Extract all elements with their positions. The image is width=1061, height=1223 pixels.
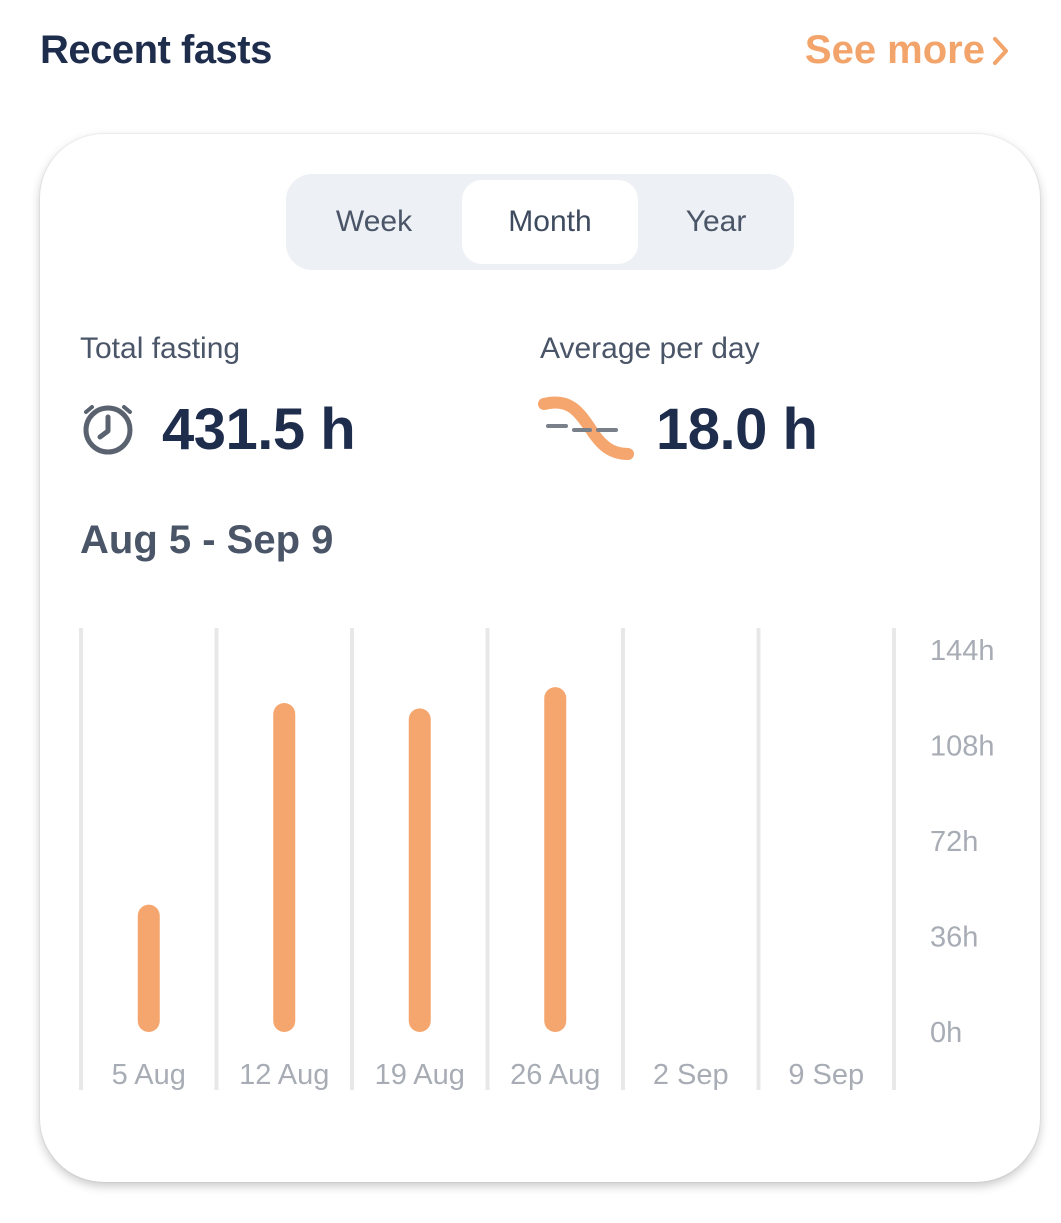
chart-bar	[273, 703, 296, 1032]
fasting-bar-chart: 5 Aug 12 Aug 19 Aug 26 Aug 2 Sep 9 Sep 0h 36h 72…	[40, 614, 1040, 1114]
x-tick-label: 2 Sep	[653, 1059, 729, 1091]
see-more-link[interactable]: See more	[805, 28, 1011, 73]
x-tick-label: 5 Aug	[112, 1059, 186, 1091]
average-per-day-label: Average per day	[540, 332, 760, 365]
y-tick-label: 72h	[930, 826, 978, 858]
chart-gridline	[621, 628, 625, 1090]
chart-gridline	[350, 628, 354, 1090]
chart-gridline	[892, 628, 896, 1090]
x-tick-label: 12 Aug	[239, 1059, 329, 1091]
see-more-label: See more	[804, 28, 985, 72]
y-tick-label: 0h	[930, 1017, 962, 1049]
chart-svg: 5 Aug 12 Aug 19 Aug 26 Aug 2 Sep 9 Sep 0h 36h 72…	[79, 628, 995, 1091]
tab-week[interactable]: Week	[335, 205, 413, 238]
average-per-day-value: 18.0 h	[656, 397, 818, 462]
y-tick-label: 144h	[930, 635, 995, 667]
x-tick-label: 26 Aug	[510, 1059, 600, 1091]
chart-gridline	[485, 628, 490, 1090]
chart-gridline	[756, 628, 761, 1090]
section-header: Recent fasts See more	[0, 0, 1061, 110]
average-wave-icon	[538, 396, 634, 460]
fasts-card: Week Month Year Total fasting 431.5 h Av…	[40, 134, 1040, 1182]
total-fasting-label: Total fasting	[80, 332, 241, 365]
y-tick-label: 36h	[930, 922, 978, 954]
tab-year[interactable]: Year	[685, 205, 747, 238]
chart-bar	[544, 687, 567, 1032]
y-tick-label: 108h	[930, 731, 995, 763]
chart-bar	[137, 904, 160, 1032]
total-fasting-value: 431.5 h	[162, 397, 356, 462]
clock-icon	[83, 405, 133, 455]
period-selector: Week Month Year	[286, 174, 794, 270]
x-tick-label: 9 Sep	[788, 1059, 864, 1091]
chart-bar	[408, 708, 431, 1032]
chart-gridline	[79, 628, 83, 1090]
section-title: Recent fasts	[40, 28, 272, 72]
x-tick-label: 19 Aug	[375, 1059, 465, 1091]
chart-gridline	[214, 628, 219, 1090]
chevron-right-icon	[993, 36, 1008, 65]
date-range: Aug 5 - Sep 9	[80, 518, 334, 562]
tab-month[interactable]: Month	[462, 180, 638, 264]
